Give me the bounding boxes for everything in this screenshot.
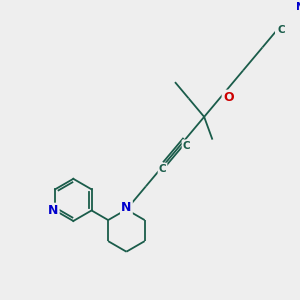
Text: O: O [223,91,233,104]
Text: C: C [183,140,190,151]
Text: N: N [48,204,58,217]
Text: N: N [121,201,132,214]
Text: C: C [277,25,285,35]
Text: N: N [296,2,300,11]
Text: C: C [159,164,166,174]
